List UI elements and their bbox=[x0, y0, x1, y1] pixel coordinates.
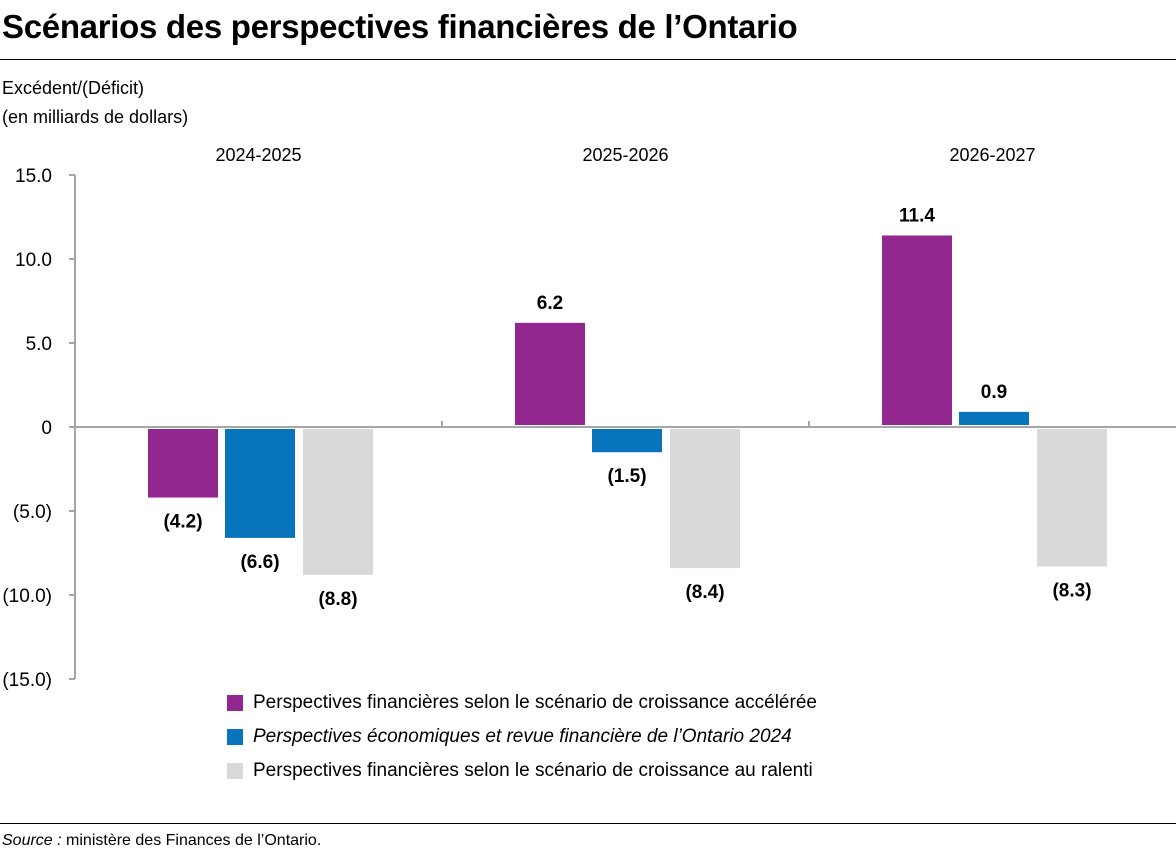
legend-label: Perspectives économiques et revue financ… bbox=[253, 726, 792, 747]
source-text: ministère des Finances de l’Ontario. bbox=[61, 832, 322, 849]
bar bbox=[225, 429, 295, 538]
bar bbox=[148, 429, 218, 498]
title-divider bbox=[0, 59, 1176, 60]
data-label: 0.9 bbox=[981, 382, 1007, 403]
data-label: (8.8) bbox=[318, 589, 357, 610]
bar bbox=[303, 429, 373, 575]
bar bbox=[882, 235, 952, 425]
legend-item-accelerated: Perspectives financières selon le scénar… bbox=[227, 692, 817, 714]
legend-label: Perspectives financières selon le scénar… bbox=[253, 760, 813, 781]
y-tick-label: (10.0) bbox=[2, 586, 52, 607]
data-label: 11.4 bbox=[899, 205, 935, 226]
y-tick-label: (15.0) bbox=[2, 670, 52, 691]
category-label: 2024-2025 bbox=[215, 145, 301, 165]
legend-item-fall-economic-statement: Perspectives économiques et revue financ… bbox=[227, 726, 792, 748]
y-tick-label: 5.0 bbox=[26, 334, 52, 355]
legend-swatch bbox=[227, 729, 243, 745]
source-divider bbox=[0, 823, 1176, 824]
y-tick-label: (5.0) bbox=[13, 502, 52, 523]
bar bbox=[515, 322, 585, 425]
data-label: (4.2) bbox=[163, 512, 202, 533]
category-label: 2025-2026 bbox=[582, 145, 668, 165]
data-label: 6.2 bbox=[537, 293, 563, 314]
source-note: Source : ministère des Finances de l’Ont… bbox=[2, 832, 321, 850]
legend-label: Perspectives financières selon le scénar… bbox=[253, 692, 817, 713]
data-label: (1.5) bbox=[607, 466, 646, 487]
data-label: (8.3) bbox=[1052, 580, 1091, 601]
y-axis-label-line-2: (en milliards de dollars) bbox=[2, 107, 189, 127]
legend-swatch bbox=[227, 763, 243, 779]
page-title: Scénarios des perspectives financières d… bbox=[2, 8, 798, 45]
y-tick-label: 0 bbox=[41, 418, 52, 439]
legend-item-slower: Perspectives financières selon le scénar… bbox=[227, 760, 813, 782]
y-axis-label-line-1: Excédent/(Déficit) bbox=[2, 78, 145, 98]
bar bbox=[670, 429, 740, 569]
source-label: Source : bbox=[2, 832, 62, 849]
data-label: (6.6) bbox=[240, 552, 279, 573]
y-tick-label: 15.0 bbox=[15, 166, 52, 187]
data-label: (8.4) bbox=[685, 582, 724, 603]
legend-swatch bbox=[227, 695, 243, 711]
bar bbox=[1037, 429, 1107, 567]
category-label: 2026-2027 bbox=[949, 145, 1035, 165]
bar bbox=[592, 429, 662, 453]
bar bbox=[959, 411, 1029, 425]
y-tick-label: 10.0 bbox=[15, 250, 52, 271]
